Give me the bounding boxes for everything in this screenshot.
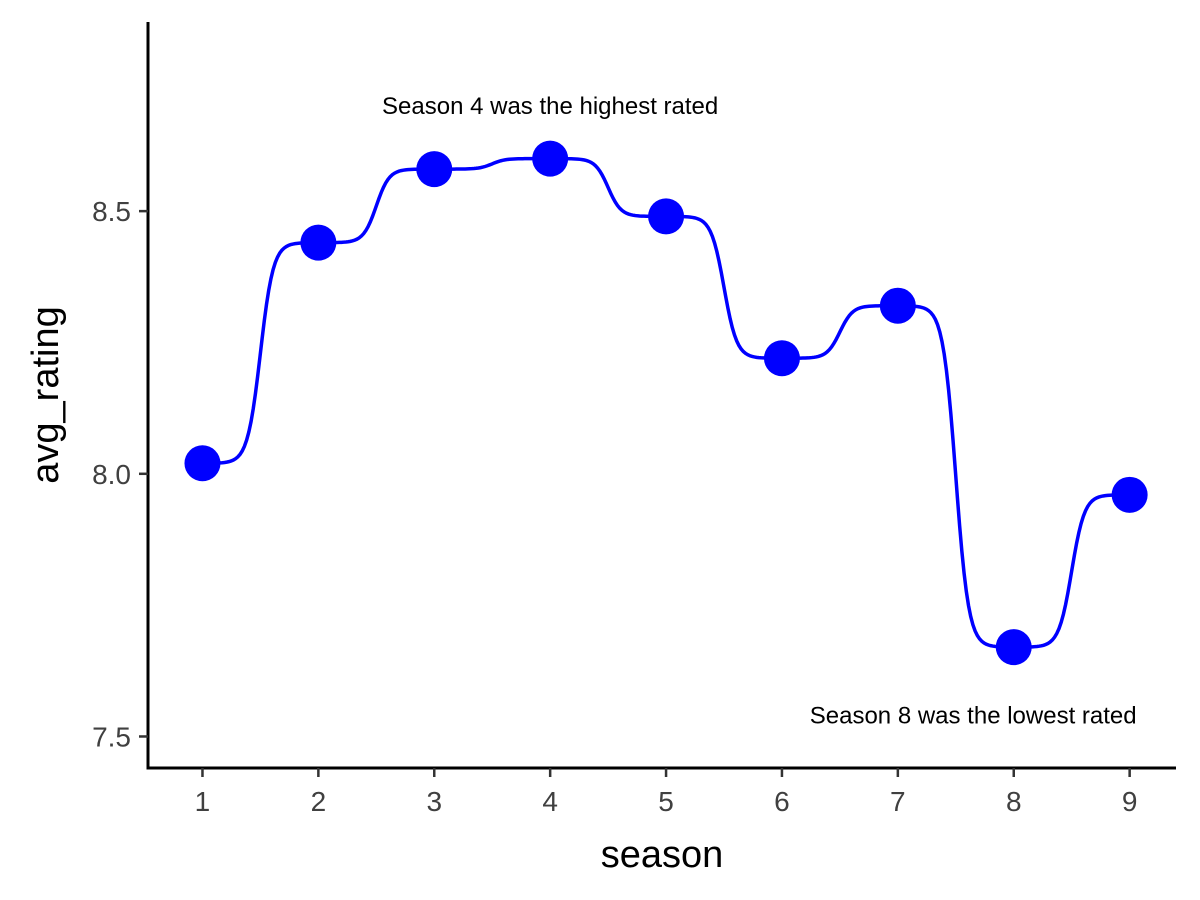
data-point <box>184 445 221 482</box>
annotation-text: Season 8 was the lowest rated <box>810 702 1137 729</box>
x-tick-label: 3 <box>426 786 442 817</box>
x-tick-label: 8 <box>1006 786 1022 817</box>
data-point <box>416 151 453 188</box>
x-tick-label: 6 <box>774 786 790 817</box>
annotations: Season 4 was the highest rated Season 8 w… <box>382 93 1137 729</box>
data-point <box>648 198 685 235</box>
x-tick-label: 7 <box>890 786 906 817</box>
x-tick-label: 1 <box>195 786 211 817</box>
data-point <box>1111 476 1148 513</box>
y-tick-label: 8.0 <box>92 459 131 490</box>
x-tick-label: 5 <box>658 786 674 817</box>
y-ticks: 7.5 8.0 8.5 <box>92 196 148 752</box>
x-axis-title: season <box>601 834 724 876</box>
data-point <box>763 340 800 377</box>
data-points <box>184 140 1148 666</box>
data-point <box>532 140 569 177</box>
data-point <box>300 224 337 261</box>
y-tick-label: 8.5 <box>92 196 131 227</box>
x-tick-label: 9 <box>1122 786 1138 817</box>
data-point <box>879 287 916 324</box>
y-axis-title: avg_rating <box>25 306 67 483</box>
x-tick-label: 2 <box>311 786 327 817</box>
x-tick-label: 4 <box>542 786 558 817</box>
y-tick-label: 7.5 <box>92 721 131 752</box>
x-ticks: 1 2 3 4 5 6 7 8 9 <box>195 768 1138 817</box>
annotation-text: Season 4 was the highest rated <box>382 93 718 120</box>
data-point <box>995 629 1032 666</box>
